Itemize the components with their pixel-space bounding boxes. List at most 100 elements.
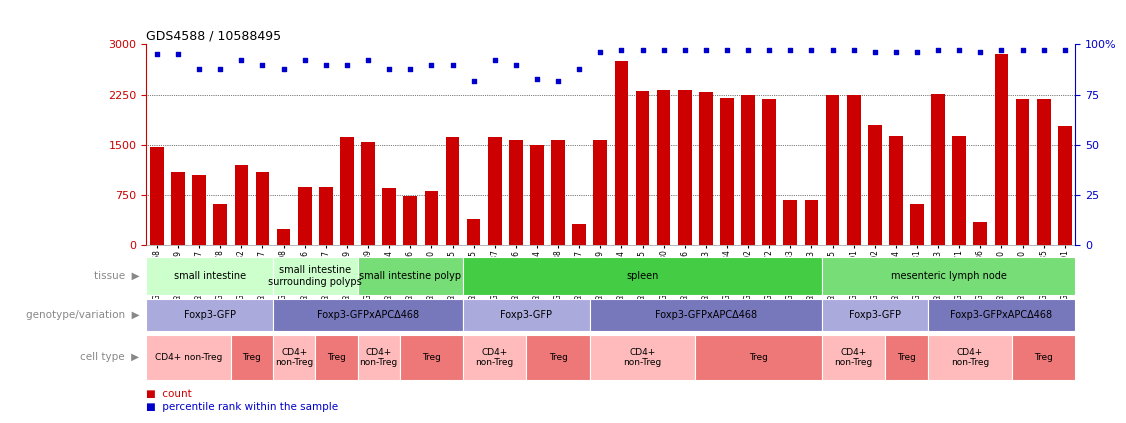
Bar xyxy=(358,335,400,380)
Bar xyxy=(526,335,590,380)
Bar xyxy=(721,98,734,245)
Point xyxy=(972,49,990,56)
Text: CD4+
non-Treg: CD4+ non-Treg xyxy=(950,348,989,367)
Text: Treg: Treg xyxy=(1034,353,1053,362)
Point xyxy=(444,61,462,68)
Bar xyxy=(784,200,797,245)
Point xyxy=(570,65,588,72)
Bar xyxy=(1016,99,1029,245)
Bar xyxy=(509,140,522,245)
Point xyxy=(422,61,440,68)
Bar xyxy=(1012,335,1075,380)
Bar xyxy=(695,335,822,380)
Bar xyxy=(590,335,696,380)
Bar xyxy=(383,188,396,245)
Text: CD4+
non-Treg: CD4+ non-Treg xyxy=(275,348,313,367)
Bar xyxy=(425,191,438,245)
Point xyxy=(338,61,356,68)
Bar xyxy=(467,219,481,245)
Point xyxy=(316,61,334,68)
Bar xyxy=(822,335,885,380)
Point xyxy=(613,47,631,54)
Bar xyxy=(234,165,248,245)
Bar xyxy=(361,142,375,245)
Bar xyxy=(741,95,754,245)
Point xyxy=(275,65,293,72)
Bar xyxy=(656,90,670,245)
Text: ■  percentile rank within the sample: ■ percentile rank within the sample xyxy=(146,402,339,412)
Point xyxy=(507,61,525,68)
Text: Treg: Treg xyxy=(242,353,261,362)
Bar xyxy=(231,335,274,380)
Bar xyxy=(446,137,459,245)
Point xyxy=(950,47,968,54)
Bar xyxy=(171,172,185,245)
Point xyxy=(169,51,187,58)
Bar xyxy=(928,335,1012,380)
Bar xyxy=(277,229,291,245)
Text: Treg: Treg xyxy=(327,353,346,362)
Bar xyxy=(974,222,988,245)
Text: Foxp3-GFPxAPCΔ468: Foxp3-GFPxAPCΔ468 xyxy=(318,310,419,320)
Point xyxy=(760,47,778,54)
Point xyxy=(887,49,905,56)
Bar xyxy=(805,201,819,245)
Text: Foxp3-GFPxAPCΔ468: Foxp3-GFPxAPCΔ468 xyxy=(655,310,757,320)
Bar xyxy=(847,95,860,245)
Text: small intestine
surrounding polyps: small intestine surrounding polyps xyxy=(268,265,363,287)
Point xyxy=(781,47,799,54)
Bar xyxy=(340,137,354,245)
Point xyxy=(591,49,609,56)
Bar xyxy=(530,145,544,245)
Point xyxy=(485,57,503,64)
Text: small intestine: small intestine xyxy=(173,271,245,281)
Bar xyxy=(678,90,691,245)
Bar xyxy=(315,335,358,380)
Point xyxy=(697,47,715,54)
Point xyxy=(212,65,230,72)
Bar xyxy=(193,175,206,245)
Bar xyxy=(403,196,417,245)
Bar xyxy=(256,172,269,245)
Bar xyxy=(552,140,565,245)
Point xyxy=(823,47,841,54)
Bar xyxy=(953,135,966,245)
Point xyxy=(1035,47,1053,54)
Text: Foxp3-GFP: Foxp3-GFP xyxy=(184,310,235,320)
Bar xyxy=(994,55,1008,245)
Text: Foxp3-GFP: Foxp3-GFP xyxy=(849,310,901,320)
Point xyxy=(992,47,1010,54)
Bar xyxy=(319,187,332,245)
Text: CD4+
non-Treg: CD4+ non-Treg xyxy=(624,348,662,367)
Bar xyxy=(1037,99,1051,245)
Text: cell type  ▶: cell type ▶ xyxy=(80,352,140,363)
Point xyxy=(634,47,652,54)
Bar xyxy=(150,147,163,245)
Text: CD4+
non-Treg: CD4+ non-Treg xyxy=(475,348,513,367)
Bar xyxy=(463,299,590,331)
Bar xyxy=(488,137,501,245)
Bar xyxy=(593,140,607,245)
Bar xyxy=(463,335,526,380)
Text: CD4+ non-Treg: CD4+ non-Treg xyxy=(155,353,222,362)
Text: Treg: Treg xyxy=(422,353,441,362)
Text: ■  count: ■ count xyxy=(146,389,193,399)
Point xyxy=(253,61,271,68)
Bar xyxy=(822,257,1075,295)
Point xyxy=(296,57,314,64)
Point xyxy=(401,65,419,72)
Bar xyxy=(910,204,923,245)
Point xyxy=(232,57,250,64)
Text: genotype/variation  ▶: genotype/variation ▶ xyxy=(26,310,140,320)
Point xyxy=(528,75,546,82)
Text: Treg: Treg xyxy=(749,353,768,362)
Bar xyxy=(274,299,463,331)
Point xyxy=(739,47,757,54)
Bar xyxy=(885,335,928,380)
Bar xyxy=(590,299,822,331)
Point xyxy=(381,65,399,72)
Text: GDS4588 / 10588495: GDS4588 / 10588495 xyxy=(146,29,282,42)
Bar xyxy=(146,299,274,331)
Bar xyxy=(931,94,945,245)
Point xyxy=(190,65,208,72)
